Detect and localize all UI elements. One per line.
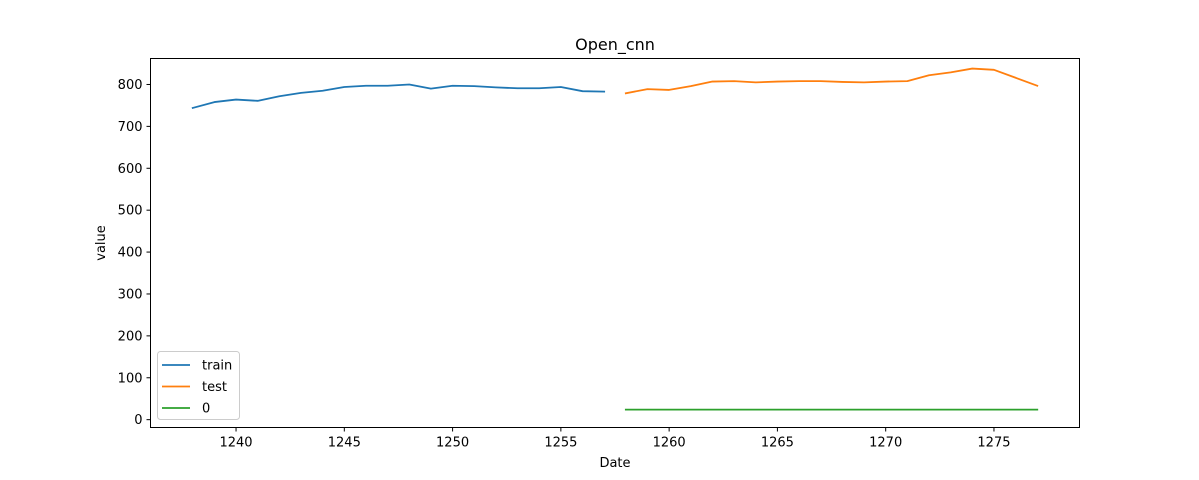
series-line-train: [191, 83, 606, 110]
x-tick-label: 1265: [761, 436, 794, 451]
y-tick-label: 300: [118, 287, 143, 302]
legend: train test 0: [157, 351, 240, 420]
x-axis-title: Date: [599, 456, 630, 471]
y-tick-label: 100: [118, 371, 143, 386]
y-axis: 0 100 200 300 400 500 600 700 800: [118, 78, 151, 428]
plot-area: [191, 67, 1039, 411]
x-tick-label: 1260: [653, 436, 686, 451]
y-tick-label: 500: [118, 204, 143, 219]
series-line-test: [624, 67, 1039, 95]
y-tick-label: 200: [118, 329, 143, 344]
x-tick-label: 1270: [869, 436, 902, 451]
chart-title: Open_cnn: [575, 35, 655, 55]
y-tick-label: 600: [118, 162, 143, 177]
legend-label-train: train: [202, 359, 232, 374]
x-tick-label: 1240: [219, 436, 252, 451]
y-tick-label: 700: [118, 120, 143, 135]
x-axis: 1240 1245 1250 1255 1260 1265 1270 1275: [219, 427, 1011, 451]
y-tick-label: 400: [118, 246, 143, 261]
legend-label-0: 0: [202, 402, 210, 417]
x-tick-label: 1255: [544, 436, 577, 451]
x-tick-label: 1245: [328, 436, 361, 451]
legend-label-test: test: [202, 380, 227, 395]
y-axis-title: value: [94, 225, 109, 261]
x-tick-label: 1275: [977, 436, 1010, 451]
legend-box: [157, 351, 240, 420]
y-tick-label: 800: [118, 78, 143, 93]
axes-frame: [150, 58, 1080, 428]
y-tick-label: 0: [134, 413, 142, 428]
x-tick-label: 1250: [436, 436, 469, 451]
